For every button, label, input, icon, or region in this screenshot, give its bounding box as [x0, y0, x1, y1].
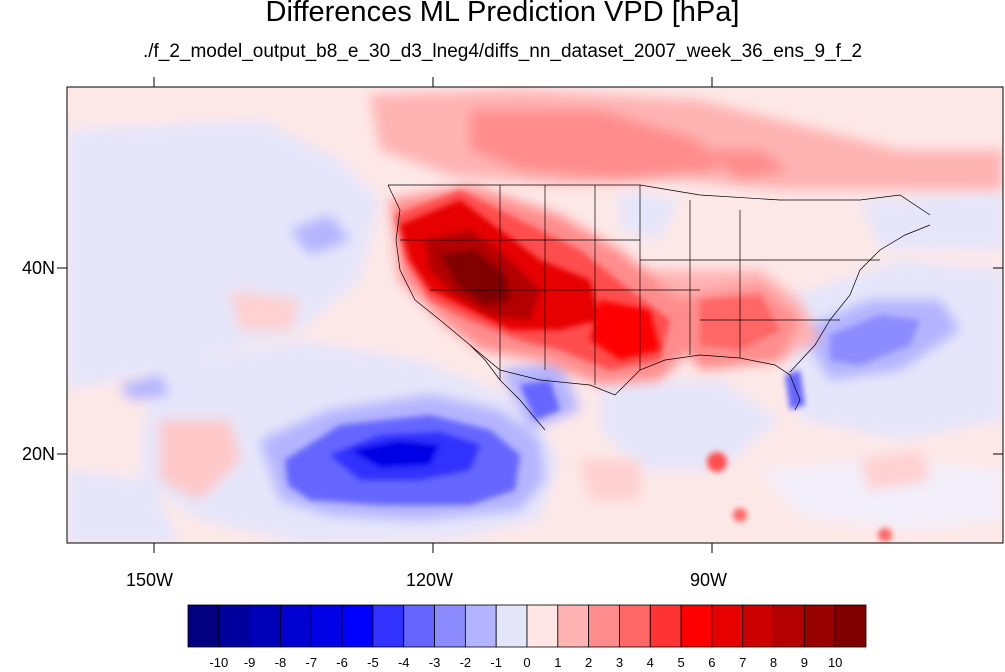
colorbar-swatch	[557, 604, 590, 648]
colorbar-tick-label: 7	[739, 655, 747, 670]
colorbar-tick-label: -4	[397, 655, 410, 670]
map-title: Differences ML Prediction VPD [hPa]	[265, 0, 740, 28]
difference-field	[67, 87, 1003, 543]
colorbar-tick-label: -8	[274, 655, 287, 670]
y-tick-40n: 40N	[22, 258, 56, 278]
x-tick-90w: 90W	[690, 570, 728, 590]
colorbar-tick-label: -9	[243, 655, 256, 670]
colorbar-swatch	[680, 604, 713, 648]
colorbar-swatch	[187, 604, 220, 648]
colorbar-tick-label: 1	[554, 655, 562, 670]
colorbar-swatch	[773, 604, 805, 648]
x-tick-150w: 150W	[126, 570, 174, 590]
coastlines	[387, 184, 931, 431]
axis-ticks	[57, 77, 1003, 553]
colorbar-tick-label: 10	[827, 655, 843, 670]
colorbar-tick-label: -10	[209, 655, 229, 670]
colorbar-swatch	[526, 604, 559, 648]
colorbar-tick-label: 9	[800, 655, 808, 670]
map-subtitle: ./f_2_model_output_b8_e_30_d3_lneg4/diff…	[142, 41, 863, 62]
colorbar-tick-label: 6	[708, 655, 716, 670]
colorbar-swatch	[495, 604, 528, 648]
colorbar-swatch	[218, 604, 251, 648]
colorbar-tick-label: -1	[490, 655, 502, 670]
colorbar-swatch	[711, 604, 744, 648]
colorbar	[187, 604, 867, 648]
colorbar-swatch	[310, 604, 343, 648]
colorbar-swatch	[803, 604, 836, 648]
colorbar-swatch	[372, 604, 405, 648]
colorbar-swatch	[403, 604, 435, 648]
colorbar-swatch	[619, 604, 651, 648]
colorbar-swatch	[249, 604, 281, 648]
colorbar-tick-label: 3	[615, 655, 624, 670]
colorbar-swatch	[434, 604, 466, 648]
colorbar-tick-label: 4	[646, 655, 654, 670]
colorbar-tick-label: -6	[336, 655, 348, 670]
colorbar-tick-label: -5	[367, 655, 379, 670]
colorbar-tick-label: -3	[428, 655, 441, 670]
y-tick-20n: 20N	[22, 444, 56, 464]
colorbar-tick-label: 8	[769, 655, 778, 670]
colorbar-tick-label: 0	[523, 655, 531, 670]
colorbar-swatch	[834, 604, 867, 648]
plot-frame	[66, 86, 1004, 544]
colorbar-tick-label: 5	[677, 655, 685, 670]
x-tick-120w: 120W	[406, 570, 454, 590]
colorbar-tick-label: -7	[305, 655, 318, 670]
colorbar-swatch	[280, 604, 312, 648]
colorbar-swatch	[341, 604, 374, 648]
colorbar-tick-label: -2	[459, 655, 472, 670]
colorbar-swatch	[464, 604, 497, 648]
colorbar-swatch	[742, 604, 774, 648]
colorbar-swatch	[649, 604, 682, 648]
colorbar-swatch	[588, 604, 620, 648]
colorbar-tick-label: 2	[585, 655, 593, 670]
